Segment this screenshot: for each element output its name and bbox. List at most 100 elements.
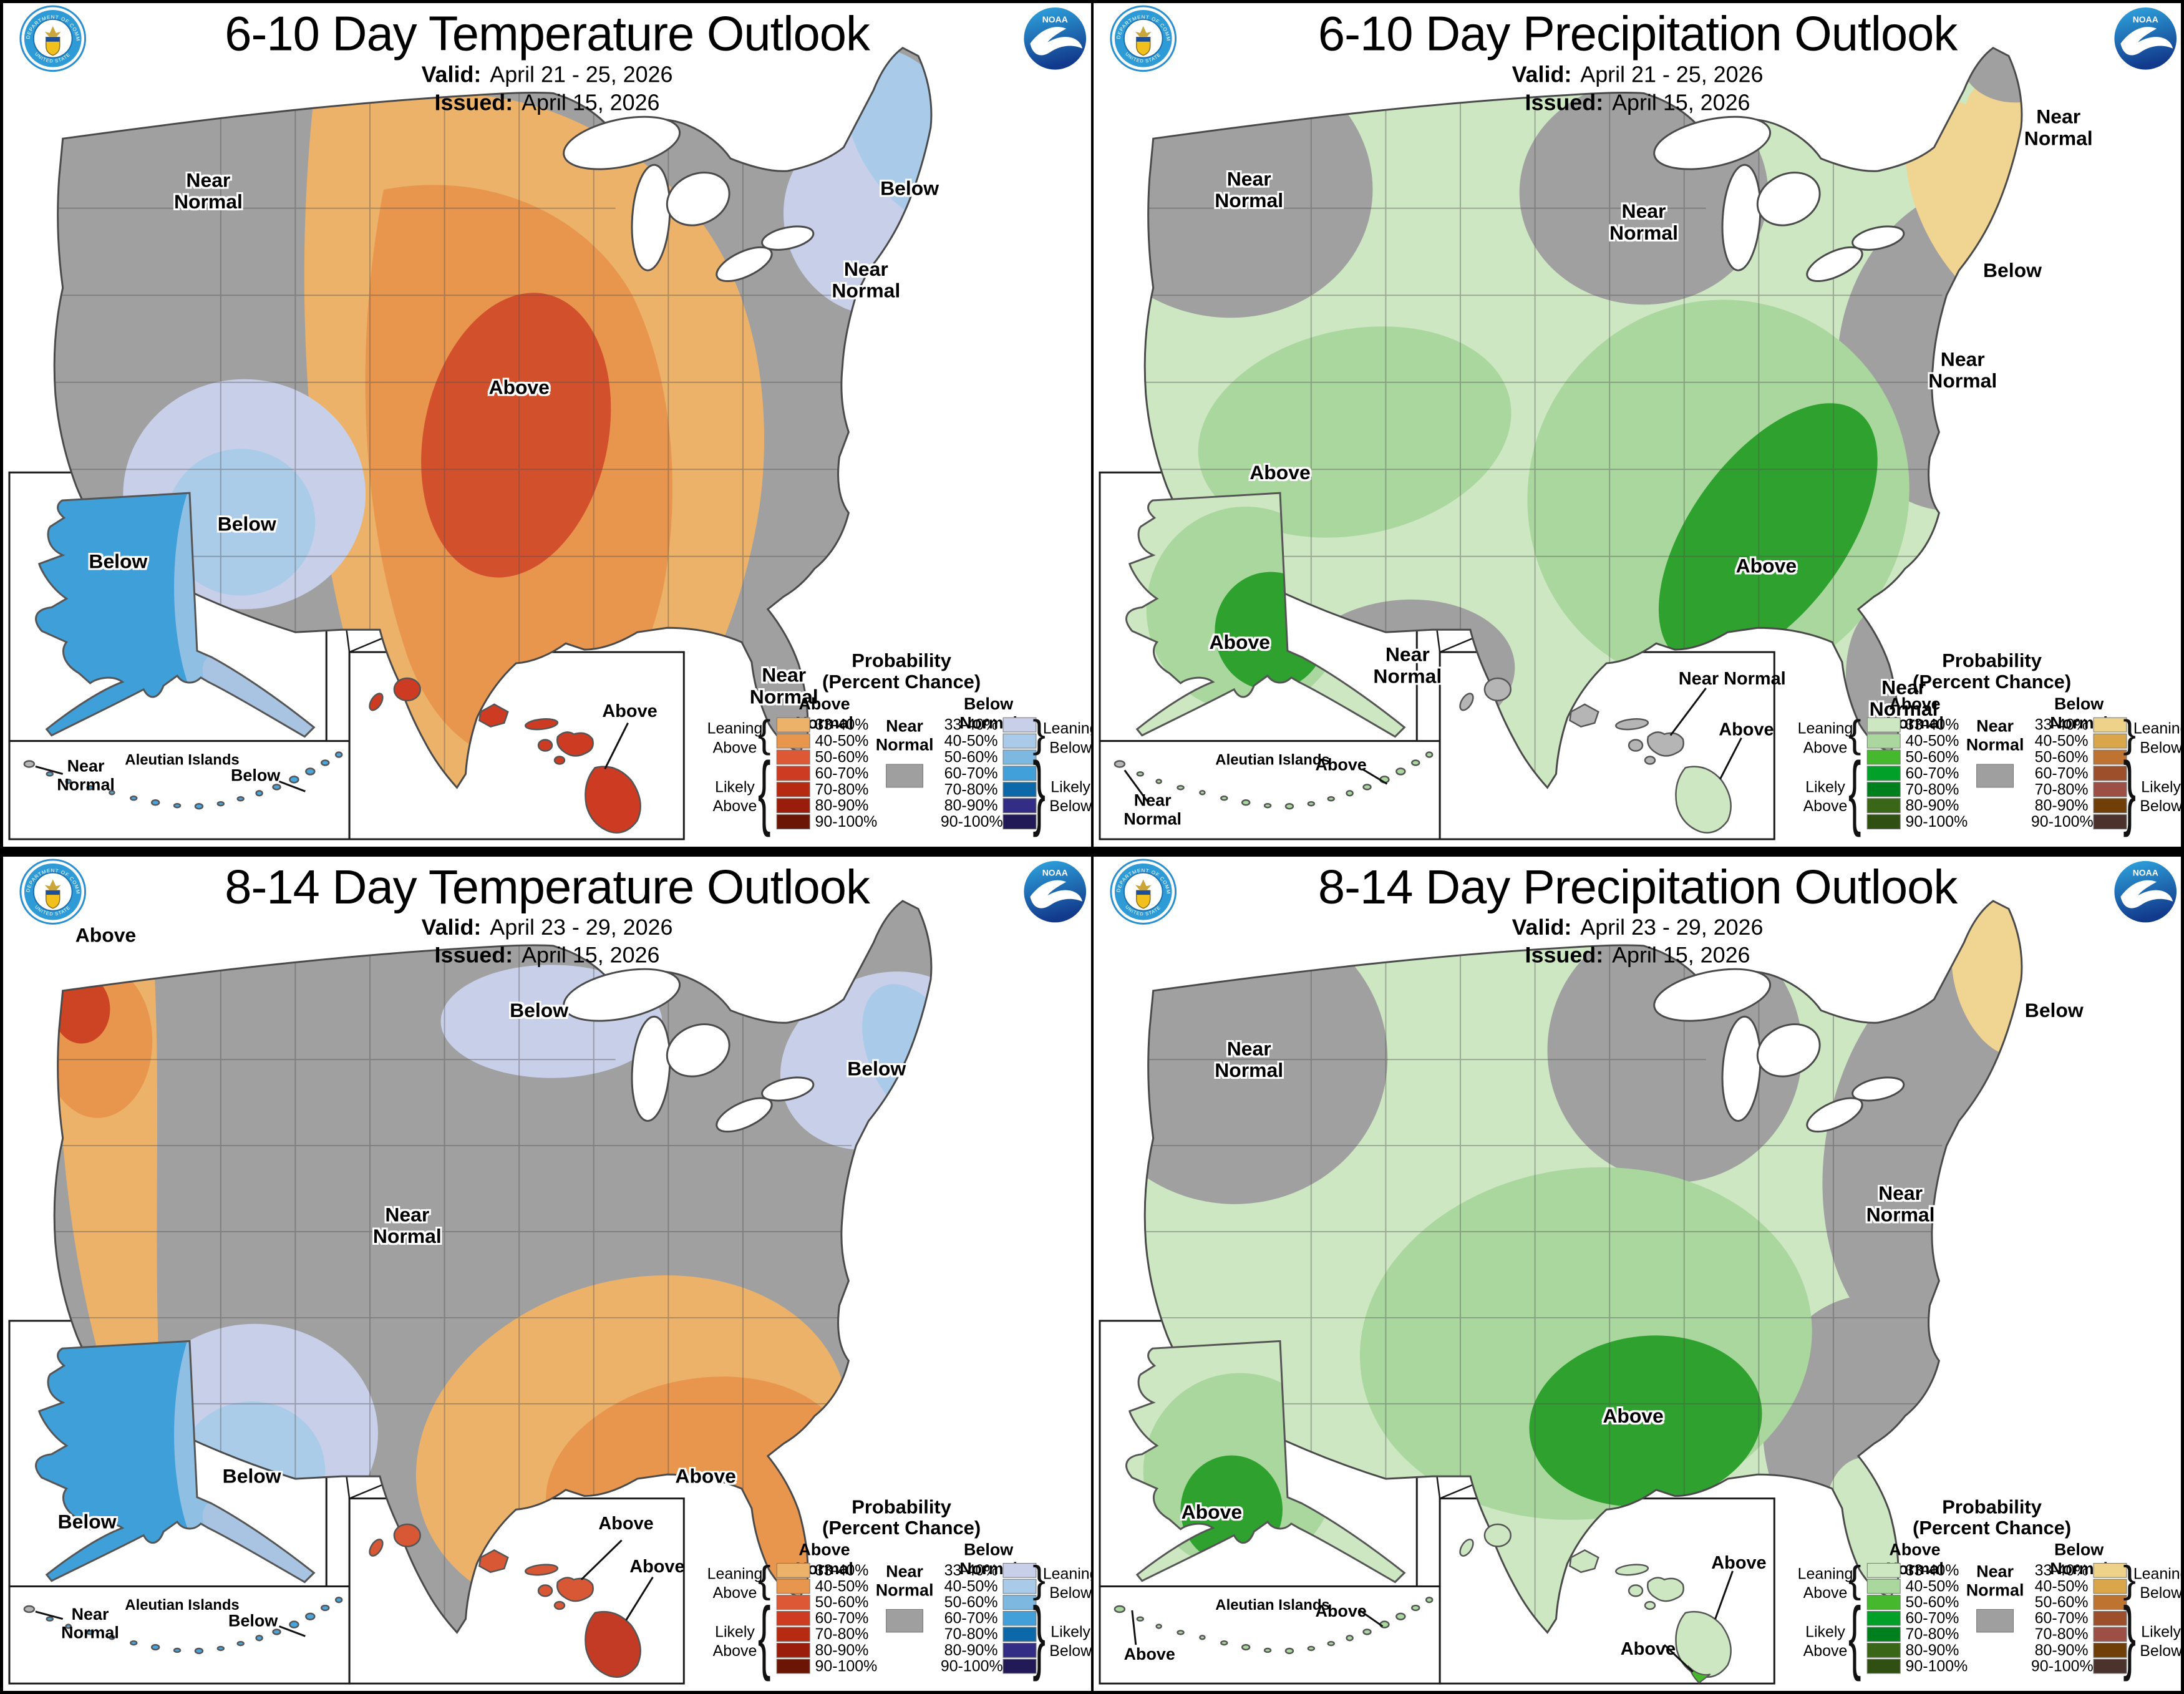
alaska-label: Above — [1181, 1501, 1243, 1523]
legend-range-label: 60-70% — [2034, 1609, 2089, 1627]
legend-swatch — [776, 733, 810, 749]
probability-legend: Probability (Percent Chance) Above Norma… — [1798, 650, 2181, 844]
region-label-northwest: Above — [75, 924, 137, 947]
legend-leaning-below: LeaningBelow — [1042, 1565, 1091, 1602]
legend-swatch — [2093, 1563, 2127, 1578]
region-label-central: Near Normal — [372, 1204, 442, 1247]
legend-swatch — [776, 1595, 810, 1610]
legend-swatch — [2093, 733, 2127, 749]
label-pointer-lines — [35, 723, 629, 792]
region-label-northeast: Below — [847, 1057, 906, 1080]
legend-range-label: 90-100% — [1905, 1657, 1968, 1675]
region-label-upper-midwest: Below — [510, 999, 569, 1021]
legend-row: 70-80% — [941, 780, 1037, 798]
legend-swatch — [1002, 1595, 1037, 1610]
legend-row: 90-100% — [2031, 1657, 2127, 1675]
legend-near-normal: Near Normal — [875, 717, 934, 788]
legend-leaning-above: Leaning Above — [1797, 1565, 1853, 1602]
region-label-florida: Near Normal — [749, 663, 818, 708]
legend-leaning-below: LeaningBelow — [1042, 719, 1091, 757]
valid-line: Valid: April 23 - 29, 2026 — [1512, 914, 1764, 940]
legend-swatch — [1866, 749, 1901, 765]
legend-row: 33-40% — [941, 1562, 1037, 1579]
legend-row: 33-40% — [776, 716, 878, 733]
legend-subtitle: (Percent Chance) — [822, 671, 981, 693]
legend-swatch — [2093, 1658, 2127, 1674]
legend-likely-below: Likely Below — [1049, 1623, 1091, 1660]
legend-swatch — [776, 1579, 810, 1594]
legend-row: 40-50% — [1866, 732, 1968, 749]
legend-above-column: 33-40% 40-50% 50-60% 60-70% 70-80% 80-90% 90-1… — [1866, 716, 1968, 831]
legend-range-label: 60-70% — [2034, 764, 2089, 782]
legend-near-normal: Near Normal — [1965, 1562, 2025, 1633]
legend-range-label: 80-90% — [944, 1641, 998, 1659]
region-label-southeast: Above — [675, 1465, 736, 1487]
legend-range-label: 80-90% — [2034, 796, 2089, 814]
legend-swatch — [1866, 733, 1901, 749]
legend-likely-above: Likely Above — [1803, 1623, 1848, 1660]
probability-legend: Probability (Percent Chance) Above Norma… — [1797, 1496, 2181, 1688]
panel-6-10-day-temperature: 6-10 Day Temperature Outlook Valid: April… — [3, 3, 1091, 847]
legend-near-normal: Near Normal — [875, 1562, 934, 1633]
region-label-south-central: Above — [1603, 1404, 1664, 1428]
legend-row: 90-100% — [776, 1657, 877, 1675]
brace-icon: } — [2123, 713, 2137, 756]
region-label-northeast: Below — [880, 177, 939, 200]
legend-swatch — [1866, 1563, 1901, 1578]
legend-range-label: 90-100% — [940, 1657, 1003, 1675]
legend-row: 50-60% — [776, 1593, 878, 1611]
legend-range-label: 90-100% — [2031, 812, 2094, 830]
legend-row: 80-90% — [2031, 1642, 2127, 1658]
region-label-southwest: Below — [217, 512, 276, 535]
brace-icon: { — [757, 713, 771, 756]
legend-likely-below: Likely Below — [1049, 778, 1091, 815]
legend-range-label: 60-70% — [1905, 1609, 1959, 1627]
legend-range-label: 40-50% — [815, 1577, 869, 1595]
legend-range-label: 40-50% — [815, 732, 869, 750]
legend-swatch — [2093, 782, 2127, 797]
aleutian-title: Aleutian Islands — [125, 1597, 240, 1614]
aleutian-right-label: Above — [1315, 1602, 1367, 1620]
legend-row: 50-60% — [941, 1593, 1037, 1611]
region-label-maine-north: Near Normal — [2024, 105, 2093, 150]
legend-swatch — [776, 782, 810, 797]
legend-swatch — [2093, 1610, 2127, 1626]
legend-range-label: 50-60% — [1905, 1593, 1959, 1611]
brace-icon: { — [1848, 1559, 1861, 1602]
panel-6-10-day-precipitation: 6-10 Day Precipitation Outlook Valid: Apr… — [1094, 3, 2181, 847]
aleutian-right-label: Below — [228, 1612, 278, 1630]
legend-title: Probability — [852, 650, 951, 672]
legend-range-label: 70-80% — [944, 780, 998, 798]
legend-swatch — [776, 1610, 810, 1626]
issued-line: Issued: April 15, 2026 — [1525, 942, 1750, 968]
legend-swatch — [1002, 766, 1037, 781]
legend-swatch — [2093, 749, 2127, 765]
hawaii-label: Above — [598, 1514, 654, 1534]
temperature-outlook-map-8-14 — [8, 859, 1087, 1685]
legend-swatch — [1866, 1643, 1901, 1658]
page-title: 6-10 Day Precipitation Outlook — [1318, 6, 1958, 61]
legend-likely-above: Likely Above — [712, 778, 757, 815]
valid-line: Valid: April 21 - 25, 2026 — [1512, 61, 1764, 87]
legend-range-label: 33-40% — [815, 1561, 869, 1579]
legend-below-column: 33-40% 40-50% 50-60% 60-70% 70-80% 80-90% 90-1… — [940, 1562, 1037, 1675]
legend-row: 90-100% — [2031, 812, 2127, 830]
legend-likely-above: Likely Above — [1803, 778, 1848, 815]
legend-range-label: 70-80% — [944, 1625, 998, 1643]
hawaii-label: Above — [1620, 1639, 1676, 1659]
legend-leaning-above: Leaning Above — [707, 719, 763, 757]
region-label-southwest: Near Normal — [1373, 643, 1442, 687]
legend-range-label: 80-90% — [1905, 1641, 1959, 1659]
brace-icon: { — [757, 1591, 771, 1683]
legend-swatch — [1866, 717, 1901, 733]
legend-swatch — [1866, 1627, 1901, 1642]
legend-row: 60-70% — [1866, 764, 1968, 782]
legend-row: 33-40% — [2031, 716, 2127, 733]
legend-range-label: 50-60% — [815, 1593, 869, 1611]
alaska-label: Below — [89, 550, 148, 573]
legend-range-label: 50-60% — [944, 1593, 998, 1611]
legend-row: 40-50% — [2031, 732, 2127, 749]
legend-row: 33-40% — [1866, 716, 1968, 733]
legend-swatch — [1002, 1579, 1037, 1594]
aleutian-title: Aleutian Islands — [1215, 1597, 1330, 1614]
